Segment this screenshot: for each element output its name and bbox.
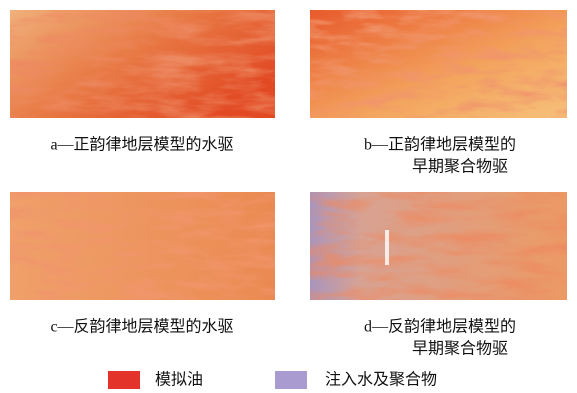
legend-swatch: [108, 371, 140, 389]
photo-c: [10, 192, 275, 300]
photo-b: [310, 10, 567, 118]
caption: 早期聚合物驱: [412, 340, 508, 358]
caption: c—反韵律地层模型的水驱: [50, 318, 233, 336]
legend-swatch: [275, 371, 307, 389]
legend-label: 模拟油: [155, 371, 203, 389]
photo-d: [310, 192, 567, 300]
legend-label: 注入水及聚合物: [325, 371, 437, 389]
caption: 早期聚合物驱: [412, 158, 508, 176]
caption: b—正韵律地层模型的: [364, 136, 516, 154]
caption: d—反韵律地层模型的: [364, 318, 516, 336]
photo-a: [10, 10, 275, 118]
caption: a—正韵律地层模型的水驱: [50, 136, 233, 154]
page: {"panels": [ {"caption": ["a—正韵律地层模型的水驱"…: [0, 0, 577, 393]
figure: a—正韵律地层模型的水驱 b—正韵律地层模型的 早期聚合物驱 c—反韵律地层模型…: [0, 0, 577, 393]
